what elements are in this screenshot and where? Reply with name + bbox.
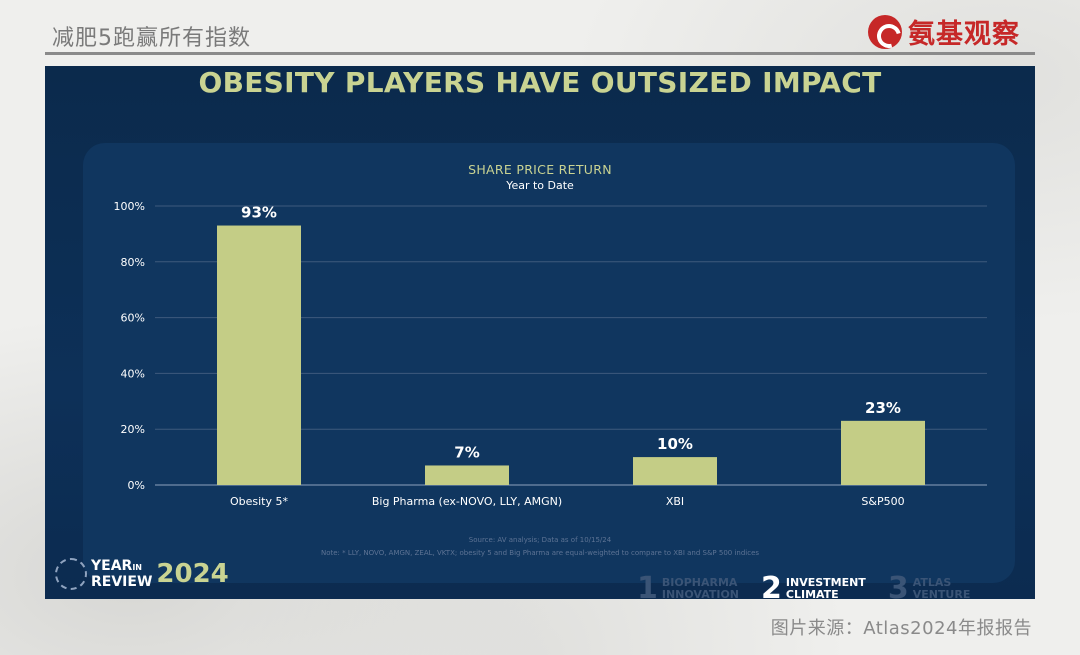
y-tick-label: 60% [121, 312, 145, 325]
footnote: Note: * LLY, NOVO, AMGN, ZEAL, VKTX; obe… [320, 549, 760, 557]
image-source-caption: 图片来源：Atlas2024年报报告 [770, 618, 1032, 639]
x-tick-label: Big Pharma (ex-NOVO, LLY, AMGN) [372, 495, 562, 508]
bar [217, 225, 301, 485]
title-divider [45, 52, 1035, 55]
branding-line2: REVIEW [91, 574, 153, 590]
footer-tab-2: 2 INVESTMENT CLIMATE [761, 571, 866, 600]
footer-tab-3: 3 ATLAS VENTURE [887, 571, 971, 600]
swirl-icon [55, 558, 87, 590]
bar [841, 420, 925, 485]
y-tick-label: 20% [121, 423, 145, 436]
chart-title: SHARE PRICE RETURN [468, 162, 612, 177]
x-tick-label: Obesity 5* [230, 495, 289, 508]
year-in-review-text: YEARIN REVIEW [91, 559, 152, 589]
slide: OBESITY PLAYERS HAVE OUTSIZED IMPACT SHA… [45, 66, 1035, 599]
logo-text: 氨基观察 [908, 19, 1020, 50]
year-in-review-branding: YEARIN REVIEW 2024 [55, 558, 229, 590]
data-label: 23% [865, 399, 901, 417]
footer-tab-label: INVESTMENT CLIMATE [785, 576, 866, 600]
source-note: Source: AV analysis; Data as of 10/15/24 [468, 536, 612, 544]
footer-tab-label-line1: ATLAS [912, 576, 952, 589]
footer-tab-label: ATLAS VENTURE [912, 576, 971, 600]
page-title: 减肥5跑赢所有指数 [52, 26, 251, 51]
bar [425, 465, 509, 485]
y-tick-label: 40% [121, 367, 145, 380]
footer-tab-label-line2: INNOVATION [661, 588, 740, 600]
data-label: 7% [454, 443, 479, 461]
footer-tab-1: 1 BIOPHARMA INNOVATION [637, 571, 740, 600]
chart-subtitle: Year to Date [506, 179, 574, 192]
x-tick-label: XBI [666, 495, 684, 508]
branding-line1: YEAR [91, 558, 133, 574]
data-label: 93% [241, 204, 277, 222]
footer-tab-label-line1: INVESTMENT [785, 576, 866, 589]
logo-swirl-icon [868, 14, 902, 49]
slide-title: OBESITY PLAYERS HAVE OUTSIZED IMPACT [198, 66, 882, 99]
footer-tab-label-line2: VENTURE [912, 588, 971, 600]
footer-tab-number: 2 [761, 571, 782, 600]
bar [633, 457, 717, 485]
footer-tab-number: 3 [887, 571, 909, 600]
branding-small: IN [132, 563, 142, 572]
footer-tab-number: 1 [637, 571, 658, 600]
branding-year: 2024 [156, 559, 229, 589]
data-label: 10% [657, 435, 693, 453]
y-tick-label: 0% [128, 479, 145, 492]
y-tick-label: 80% [121, 256, 145, 269]
footer-tab-label-line1: BIOPHARMA [661, 576, 738, 589]
footer-tab-label: BIOPHARMA INNOVATION [661, 576, 740, 600]
bar-chart: 0% 20% 40% 60% 80% 100% 93% Obesity 5* 7% Big Pha… [114, 200, 987, 508]
footer-tab-label-line2: CLIMATE [785, 588, 839, 600]
footer-tabs: 1 BIOPHARMA INNOVATION 2 INVESTMENT CLIM… [637, 571, 971, 600]
y-tick-label: 100% [114, 200, 145, 213]
x-tick-label: S&P500 [861, 495, 904, 508]
brand-logo: 氨基观察 [868, 12, 1020, 51]
